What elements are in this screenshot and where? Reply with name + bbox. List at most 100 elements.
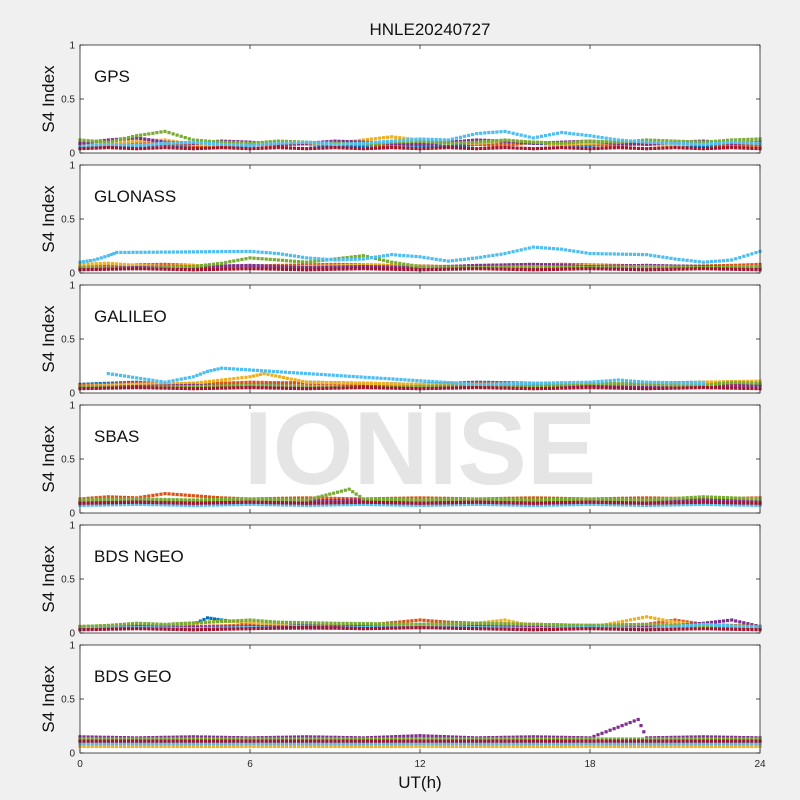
data-point xyxy=(369,497,373,501)
data-marks xyxy=(78,129,762,151)
data-point xyxy=(305,503,309,507)
data-point xyxy=(187,385,191,389)
data-point xyxy=(693,146,697,150)
data-point xyxy=(689,498,693,502)
data-point xyxy=(511,250,515,254)
data-point xyxy=(159,142,163,146)
data-point xyxy=(450,146,454,150)
data-point xyxy=(167,379,171,383)
data-point xyxy=(264,503,268,507)
data-point xyxy=(697,260,701,264)
data-point xyxy=(216,384,220,388)
data-point xyxy=(232,259,236,263)
data-point xyxy=(183,386,187,391)
data-point xyxy=(462,267,467,271)
data-point xyxy=(143,500,147,504)
data-point xyxy=(276,503,280,507)
data-point xyxy=(98,498,102,502)
data-point xyxy=(114,262,118,266)
data-point xyxy=(446,501,450,505)
data-point xyxy=(327,373,331,377)
data-point xyxy=(406,503,410,507)
data-point xyxy=(620,498,624,502)
data-point xyxy=(653,140,657,145)
data-point xyxy=(588,267,592,271)
data-point xyxy=(382,265,386,269)
data-point xyxy=(248,143,252,147)
data-point xyxy=(345,265,349,269)
data-point xyxy=(442,138,446,142)
data-point xyxy=(495,143,499,147)
data-point xyxy=(110,263,114,267)
data-point xyxy=(701,495,705,499)
data-point xyxy=(284,146,288,150)
data-point xyxy=(353,502,357,507)
data-point xyxy=(102,498,106,502)
data-point xyxy=(507,384,511,388)
data-point xyxy=(616,267,620,271)
data-point xyxy=(446,146,450,150)
data-point xyxy=(271,369,276,374)
data-point xyxy=(560,141,564,145)
data-point xyxy=(560,383,564,387)
data-point xyxy=(742,503,746,507)
data-point xyxy=(139,143,143,147)
data-point xyxy=(641,140,645,144)
data-point xyxy=(216,498,220,502)
data-point xyxy=(495,497,499,501)
plot-area xyxy=(80,285,760,393)
data-point xyxy=(734,496,738,500)
data-point xyxy=(669,146,673,150)
data-point xyxy=(515,139,519,143)
data-point xyxy=(584,502,588,506)
data-point xyxy=(580,380,584,384)
data-point xyxy=(313,256,317,261)
data-point xyxy=(317,146,321,150)
data-point xyxy=(438,138,442,142)
data-point xyxy=(556,131,560,135)
data-point xyxy=(167,139,171,143)
data-point xyxy=(511,131,515,135)
data-point xyxy=(503,501,507,505)
data-point xyxy=(467,500,471,504)
data-point xyxy=(369,386,373,390)
data-point xyxy=(531,381,535,385)
data-point xyxy=(677,501,681,505)
data-point xyxy=(337,267,341,271)
data-point xyxy=(341,498,345,502)
data-point xyxy=(349,500,353,504)
data-point xyxy=(669,497,673,501)
data-point xyxy=(564,381,568,385)
data-point xyxy=(479,386,483,390)
data-point xyxy=(228,264,232,268)
data-point xyxy=(487,497,491,501)
data-point xyxy=(535,503,539,507)
data-point xyxy=(382,386,386,390)
data-point xyxy=(252,250,256,254)
data-point xyxy=(252,256,256,260)
data-point xyxy=(151,250,155,254)
data-point xyxy=(321,141,325,145)
data-point xyxy=(689,495,693,500)
data-point xyxy=(321,501,325,505)
data-point xyxy=(187,493,191,497)
data-point xyxy=(592,500,596,504)
data-point xyxy=(278,375,282,379)
data-point xyxy=(345,267,349,271)
data-point xyxy=(458,497,463,501)
data-point xyxy=(127,383,131,387)
data-point xyxy=(677,267,681,271)
data-point xyxy=(377,382,382,386)
data-point xyxy=(628,265,633,269)
data-point xyxy=(637,265,641,269)
data-point xyxy=(560,130,564,135)
data-point xyxy=(329,496,333,500)
data-point xyxy=(600,381,604,386)
data-point xyxy=(422,496,426,500)
data-point xyxy=(272,267,276,271)
data-point xyxy=(592,267,596,271)
data-point xyxy=(240,367,244,371)
data-point xyxy=(661,380,665,385)
data-point xyxy=(163,146,167,150)
data-point xyxy=(709,386,713,390)
